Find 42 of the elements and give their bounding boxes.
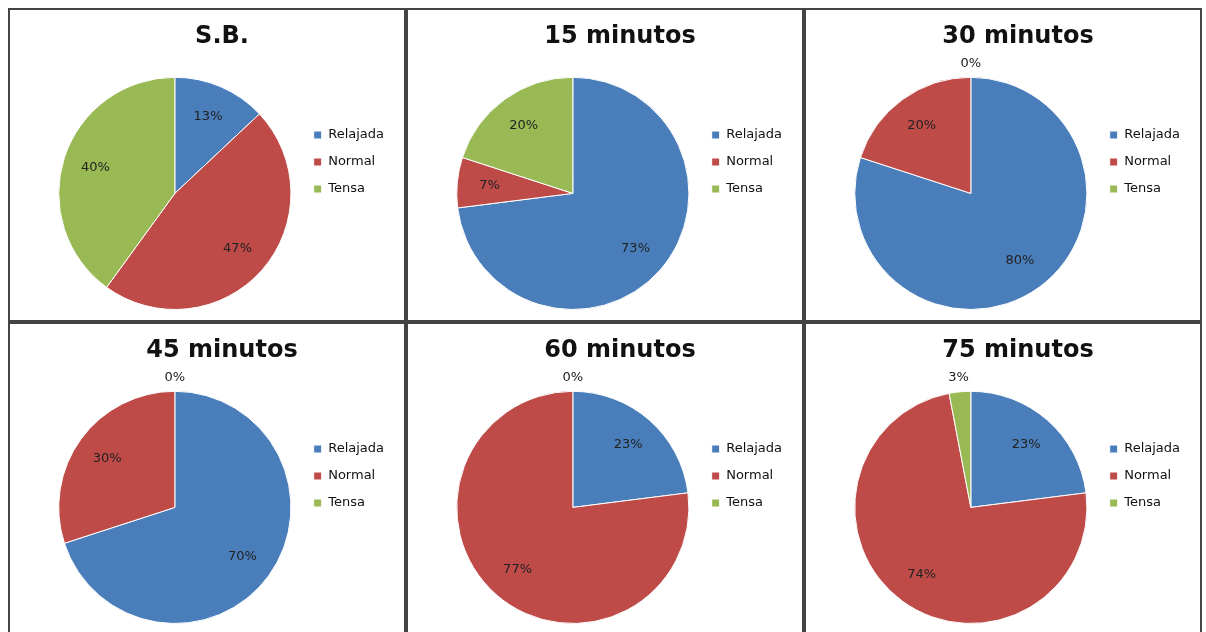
- legend-label: Tensa: [1123, 494, 1161, 510]
- legend-label: Relajada: [328, 126, 385, 142]
- legend-label: Normal: [328, 467, 376, 483]
- legend-label: Normal: [328, 153, 376, 169]
- data-label: 80%: [1005, 252, 1035, 268]
- data-label: 23%: [1011, 436, 1041, 452]
- chart-title: 15 minutos: [544, 20, 696, 49]
- legend-label: Normal: [1124, 467, 1172, 483]
- data-label: 30%: [92, 449, 122, 465]
- legend-label: Relajada: [1124, 440, 1181, 456]
- text: 0%: [164, 368, 186, 384]
- legend-label: Normal: [726, 467, 774, 483]
- data-label: 20%: [907, 117, 937, 133]
- legend-label: Tensa: [327, 180, 365, 196]
- data-label: 3%: [948, 369, 969, 385]
- data-label: 23%: [613, 436, 643, 452]
- data-label: 77%: [503, 561, 533, 577]
- legend-label: Relajada: [726, 126, 783, 142]
- chart-title: 75 minutos: [942, 334, 1094, 363]
- chart-title: S.B.: [195, 20, 249, 49]
- legend-label: Relajada: [328, 440, 385, 456]
- legend-label: Tensa: [1123, 180, 1161, 196]
- legend-label: Relajada: [1124, 126, 1181, 142]
- legend-label: Tensa: [725, 180, 763, 196]
- data-label: 70%: [228, 547, 257, 563]
- data-label: 7%: [479, 176, 500, 192]
- data-label: 13%: [193, 108, 223, 124]
- legend-label: Normal: [1124, 153, 1172, 169]
- legend-label: Relajada: [726, 440, 783, 456]
- legend-label: Tensa: [327, 494, 365, 510]
- text: 0%: [960, 54, 982, 70]
- legend-label: Normal: [726, 153, 774, 169]
- data-label: 73%: [621, 240, 650, 256]
- chart-title: 60 minutos: [544, 334, 696, 363]
- data-label: 40%: [80, 158, 110, 174]
- chart-title: 30 minutos: [942, 20, 1094, 49]
- data-label: 74%: [907, 566, 937, 582]
- data-label: 20%: [509, 117, 539, 133]
- legend-label: Tensa: [725, 494, 763, 510]
- chart-title: 45 minutos: [146, 334, 298, 363]
- data-label: 47%: [223, 240, 252, 256]
- text: 0%: [562, 368, 584, 384]
